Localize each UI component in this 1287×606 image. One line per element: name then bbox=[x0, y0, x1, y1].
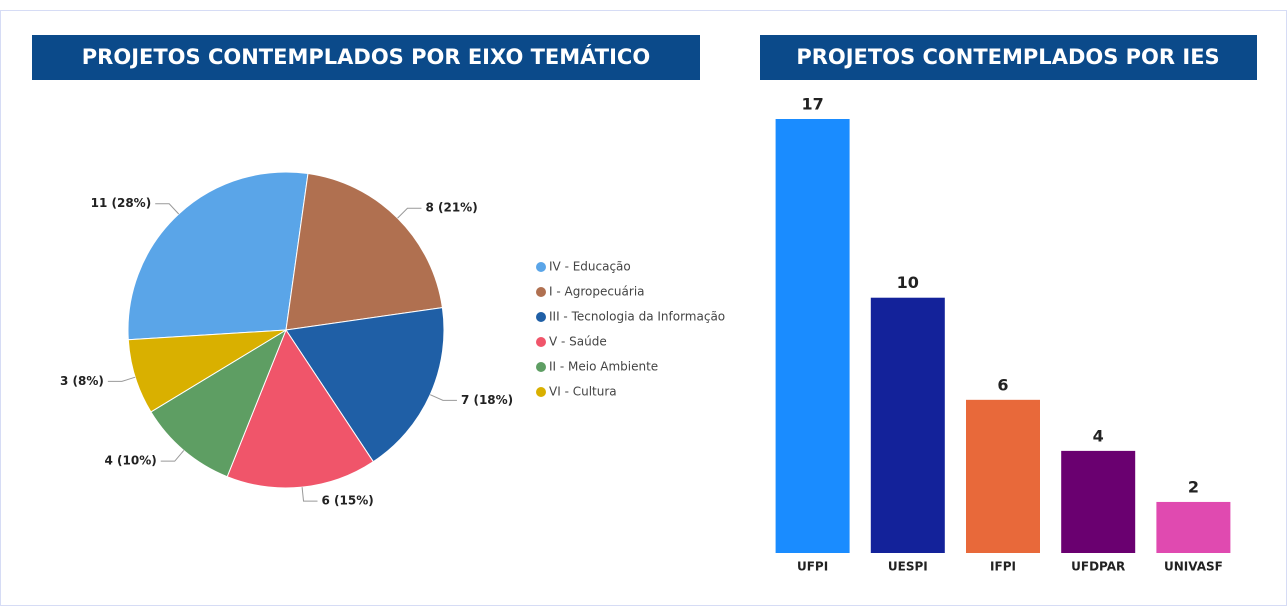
pie-slice bbox=[150, 328, 288, 478]
chart-title: PROJETOS CONTEMPLADOS POR IES bbox=[796, 45, 1219, 69]
legend-label: III - Tecnologia da Informação bbox=[549, 310, 725, 324]
legend-label: I - Agropecuária bbox=[549, 285, 645, 299]
title-bar bbox=[32, 35, 700, 80]
bar bbox=[775, 119, 850, 553]
leader-line bbox=[160, 450, 185, 462]
pie-slice bbox=[127, 171, 309, 341]
bar bbox=[1156, 501, 1231, 553]
x-tick-label: UESPI bbox=[888, 560, 928, 574]
legend-marker bbox=[536, 337, 546, 347]
leader-line bbox=[301, 487, 318, 502]
title-bar bbox=[760, 35, 1257, 80]
leader-line bbox=[107, 376, 136, 382]
data-label: 6 (15%) bbox=[322, 494, 374, 508]
bar bbox=[1061, 450, 1136, 553]
data-label: 10 bbox=[897, 273, 919, 292]
legend-marker bbox=[536, 312, 546, 322]
legend-label: VI - Cultura bbox=[549, 385, 617, 399]
data-label: 17 bbox=[801, 95, 823, 114]
x-tick-label: UFPI bbox=[797, 560, 828, 574]
data-label: 4 (10%) bbox=[105, 454, 157, 468]
legend-label: V - Saúde bbox=[549, 335, 607, 349]
legend-label: IV - Educação bbox=[549, 260, 631, 274]
legend-marker bbox=[536, 287, 546, 297]
legend-marker bbox=[536, 362, 546, 372]
data-label: 4 bbox=[1093, 426, 1104, 445]
legend-label: II - Meio Ambiente bbox=[549, 360, 658, 374]
legend-marker bbox=[536, 387, 546, 397]
leader-line bbox=[397, 207, 422, 219]
data-label: 6 bbox=[997, 375, 1008, 394]
data-label: 8 (21%) bbox=[425, 201, 477, 215]
x-tick-label: UFDPAR bbox=[1071, 560, 1125, 574]
leader-line bbox=[155, 203, 180, 215]
chart-title: PROJETOS CONTEMPLADOS POR EIXO TEMÁTICO bbox=[82, 44, 650, 69]
pie-slice bbox=[226, 328, 374, 489]
leader-line bbox=[429, 394, 457, 401]
pie-slice bbox=[285, 307, 445, 463]
legend-marker bbox=[536, 262, 546, 272]
data-label: 2 bbox=[1188, 477, 1199, 496]
data-label: 11 (28%) bbox=[91, 196, 152, 210]
bar bbox=[870, 297, 945, 553]
pie-slice bbox=[285, 172, 443, 331]
bar bbox=[966, 399, 1040, 553]
x-tick-label: IFPI bbox=[990, 560, 1016, 574]
data-label: 3 (8%) bbox=[60, 374, 104, 388]
x-tick-label: UNIVASF bbox=[1164, 560, 1223, 574]
data-label: 7 (18%) bbox=[461, 393, 513, 407]
